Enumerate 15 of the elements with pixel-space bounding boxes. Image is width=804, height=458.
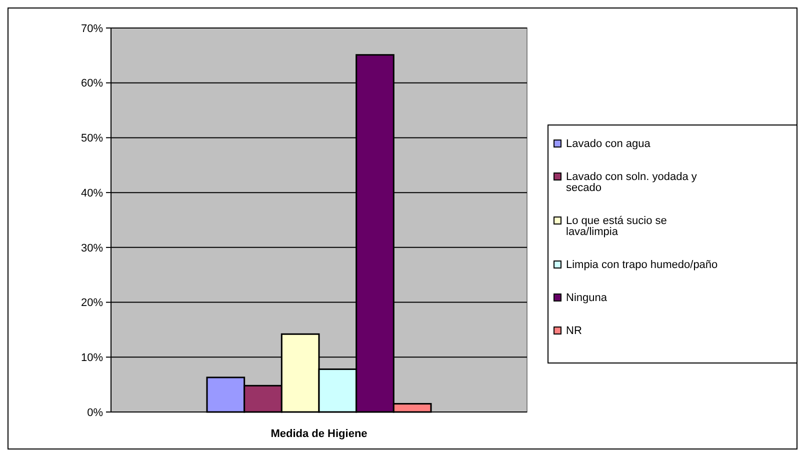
legend-label: Limpia con trapo humedo/paño xyxy=(566,259,718,271)
y-tick-label: 10% xyxy=(80,352,104,364)
y-tick-label: 40% xyxy=(80,187,104,200)
legend-label: NR xyxy=(566,325,582,337)
legend-label: Lavado con soln. yodada y secado xyxy=(566,171,698,194)
y-tick-label: 30% xyxy=(80,242,104,254)
y-tick-label: 60% xyxy=(80,78,104,90)
y-tick-label: 50% xyxy=(80,132,104,145)
y-tick-label: 70% xyxy=(80,22,104,35)
y-tick-label: 20% xyxy=(80,297,104,310)
x-axis-title: Medida de Higiene xyxy=(270,428,368,440)
legend-label: Lo que está sucio se lava/limpia xyxy=(566,215,667,238)
legend-label: Ninguna xyxy=(566,292,608,304)
legend-label: Lavado con agua xyxy=(566,138,652,150)
y-tick-label: 0% xyxy=(87,406,104,419)
